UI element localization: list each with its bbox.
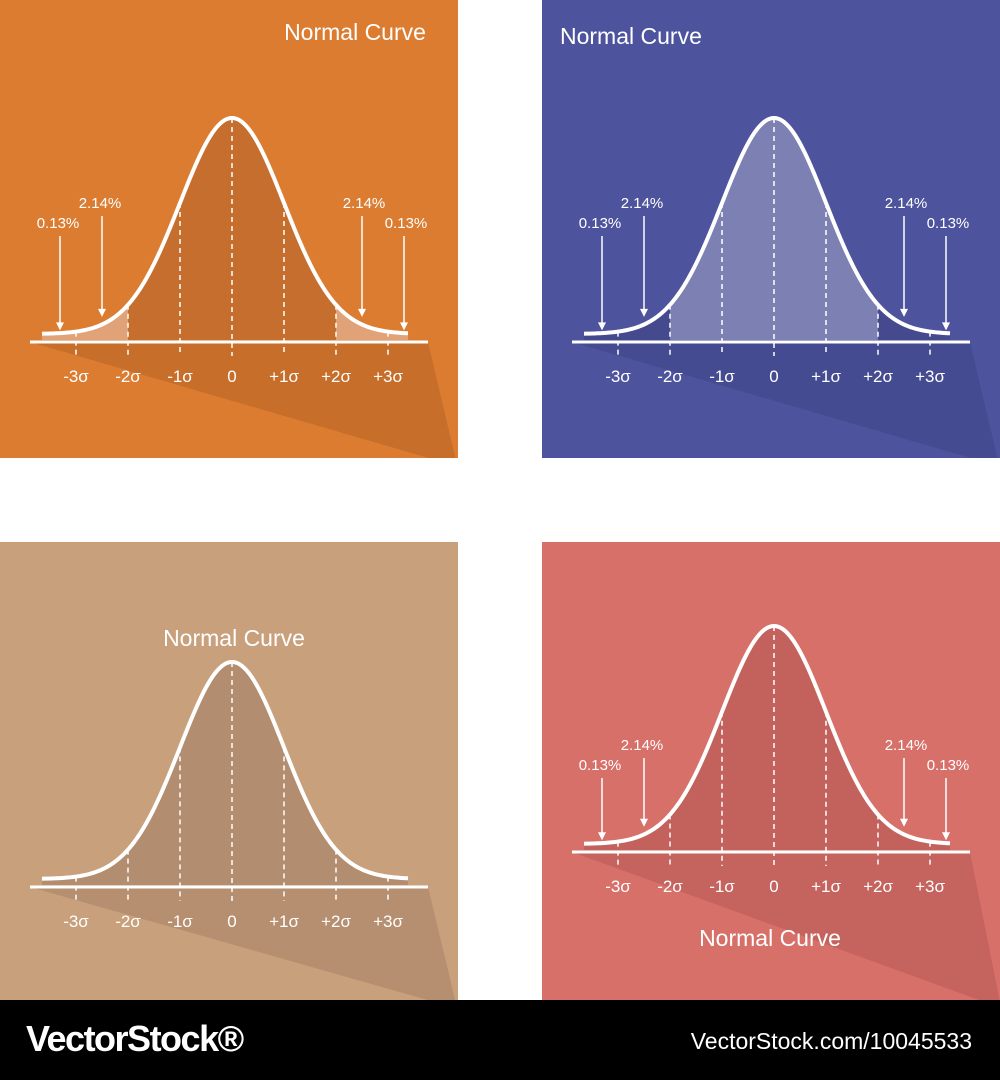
panel-red: Normal Curve -3σ -2σ -1σ 0 +1σ +2σ +3σ 0.13% 2.1… [542,542,1000,1000]
percentage-callout: 0.13% [579,757,622,774]
arrowhead-icon [358,308,366,317]
percentage-callout: 0.13% [37,215,80,232]
stock-id: VectorStock.com/10045533 [690,1028,972,1054]
sigma-label: +3σ [373,367,403,386]
bell-curve-diagram: Normal Curve -3σ -2σ -1σ 0 +1σ +2σ +3σ 0.13% 2.1… [572,623,1000,1000]
panel-blue: Normal Curve -3σ -2σ -1σ 0 +1σ +2σ +3σ 0.13% 2.1… [542,0,1000,458]
percentage-callout: 0.13% [927,757,970,774]
panel-title: Normal Curve [560,23,702,49]
center-area [584,626,950,850]
arrowhead-icon [942,322,950,331]
sigma-label: -3σ [63,367,89,386]
sigma-label: -3σ [605,367,631,386]
bell-curve [583,623,951,846]
bell-curve-diagram: Normal Curve -3σ -2σ -1σ 0 +1σ +2σ +3σ 0.13% 2.1… [560,23,998,458]
arrowhead-icon [942,832,950,841]
sigma-label: +2σ [863,367,893,386]
sigma-label: +2σ [321,367,351,386]
center-area [42,662,408,885]
arrowhead-icon [400,322,408,331]
long-shadow [572,852,1000,1000]
arrowhead-icon [900,308,908,317]
sigma-label: +2σ [321,912,351,931]
sigma-label: +3σ [915,367,945,386]
panel-title: Normal Curve [284,19,426,45]
bell-curve [583,115,951,336]
long-shadow [572,342,998,458]
bell-curve-diagram: Normal Curve -3σ -2σ -1σ 0 +1σ +2σ +3σ 0.13% 2.1… [30,19,456,458]
sigma-label: -3σ [63,912,89,931]
sigma-label: -2σ [115,367,141,386]
sigma-label: +3σ [373,912,403,931]
sigma-label: -2σ [657,877,683,896]
arrowhead-icon [640,818,648,827]
long-shadow [30,342,456,458]
arrowhead-icon [640,308,648,317]
sigma-label: 0 [769,877,778,896]
percentage-callout: 2.14% [885,737,928,754]
sigma-label: +3σ [915,877,945,896]
percentage-callout: 2.14% [885,195,928,212]
percentage-callout: 2.14% [621,195,664,212]
vectorstock-logo: VectorStock® [26,1018,244,1059]
sigma-label: 0 [227,367,236,386]
arrowhead-icon [900,818,908,827]
sigma-label: +1σ [269,912,299,931]
sigma-label: 0 [227,912,236,931]
panel-title: Normal Curve [699,925,841,951]
long-shadow [30,887,456,1000]
bell-curve [41,115,409,336]
sigma-label: +1σ [811,877,841,896]
sigma-label: -1σ [709,877,735,896]
arrowhead-icon [98,308,106,317]
sigma-label: -1σ [709,367,735,386]
sigma-label: +1σ [269,367,299,386]
sigma-label: 0 [769,367,778,386]
sigma-label: +2σ [863,877,893,896]
arrowhead-icon [598,322,606,331]
sigma-label: -3σ [605,877,631,896]
sigma-label: -2σ [115,912,141,931]
percentage-callout: 2.14% [343,195,386,212]
sigma-label: +1σ [811,367,841,386]
percentage-callout: 2.14% [621,737,664,754]
panel-orange: Normal Curve -3σ -2σ -1σ 0 +1σ +2σ +3σ 0.13% 2.1… [0,0,458,458]
bell-curve [41,659,409,881]
percentage-callout: 0.13% [579,215,622,232]
arrowhead-icon [56,322,64,331]
bell-curve-diagram: Normal Curve -3σ -2σ -1σ 0 +1σ +2σ +3σ [30,625,456,1000]
percentage-callout: 0.13% [927,215,970,232]
sigma-label: -1σ [167,367,193,386]
percentage-callout: 2.14% [79,195,122,212]
percentage-callout: 0.13% [385,215,428,232]
panel-tan: Normal Curve -3σ -2σ -1σ 0 +1σ +2σ +3σ [0,542,458,1000]
panel-title: Normal Curve [163,625,305,651]
arrowhead-icon [598,832,606,841]
sigma-label: -2σ [657,367,683,386]
sigma-label: -1σ [167,912,193,931]
footer-bar: VectorStock® VectorStock.com/10045533 [0,1000,1000,1080]
